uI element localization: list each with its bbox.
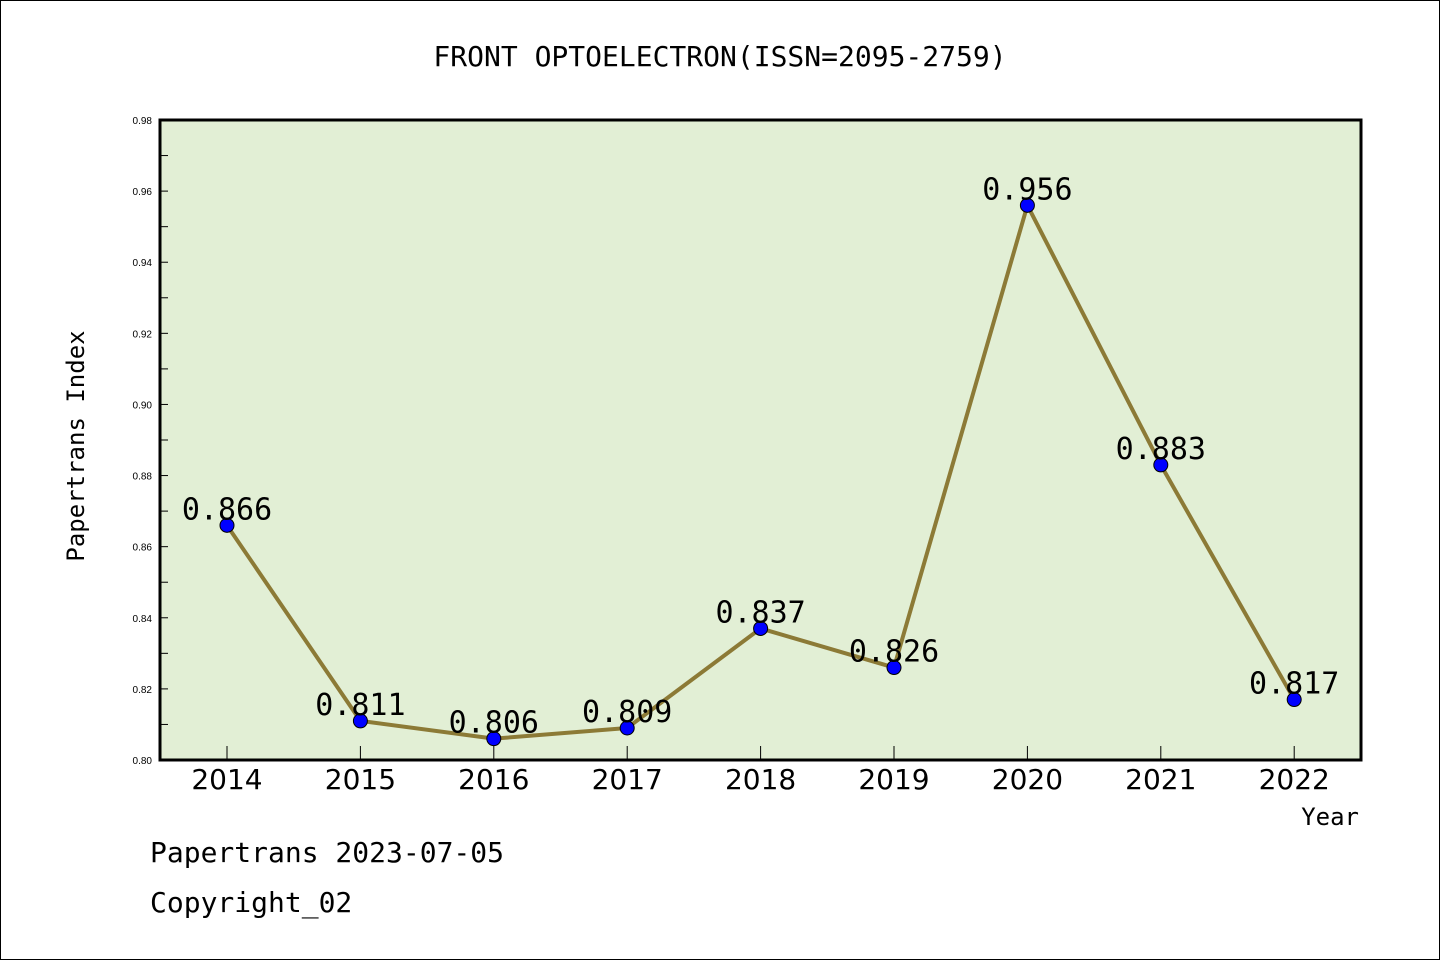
y-tick-label: 0.88	[133, 472, 153, 483]
data-label: 0.826	[849, 635, 939, 670]
footer-date: Papertrans 2023-07-05	[150, 836, 505, 869]
data-point	[1019, 197, 1035, 213]
chart-title: FRONT OPTOELECTRON(ISSN=2095-2759)	[433, 40, 1006, 73]
y-tick-label: 0.84	[133, 614, 153, 625]
x-axis-label: Year	[1301, 803, 1359, 831]
data-label: 0.956	[982, 172, 1072, 207]
y-tick-label: 0.82	[133, 685, 153, 696]
y-tick-label: 0.96	[133, 187, 153, 198]
data-point	[352, 713, 368, 729]
x-tick-label: 2019	[858, 763, 929, 796]
data-label: 0.817	[1249, 667, 1339, 702]
data-point	[619, 720, 635, 736]
y-tick-label: 0.92	[133, 329, 153, 340]
y-tick-label: 0.80	[133, 756, 153, 767]
footer-copyright: Copyright_02	[150, 886, 353, 919]
data-label: 0.809	[582, 695, 672, 730]
y-tick-label: 0.90	[133, 400, 153, 411]
data-point	[1286, 692, 1302, 708]
x-tick-label: 2021	[1125, 763, 1196, 796]
data-point	[753, 620, 769, 636]
data-label: 0.837	[715, 595, 805, 630]
data-point	[219, 517, 235, 533]
y-tick-label: 0.86	[133, 543, 153, 554]
data-point	[486, 731, 502, 747]
data-label: 0.806	[449, 706, 539, 741]
data-point	[886, 660, 902, 676]
x-tick-label: 2022	[1259, 763, 1330, 796]
x-tick-label: 2018	[725, 763, 796, 796]
data-label: 0.811	[315, 688, 405, 723]
x-tick-label: 2015	[325, 763, 396, 796]
x-tick-label: 2017	[592, 763, 663, 796]
series-markers	[219, 197, 1302, 747]
x-axis: 2014 2015 2016 2017 2018 2019 2020 2021 2022	[191, 746, 1330, 796]
y-axis: 0.80 0.82 0.84 0.86 0.88 0.90 0.92 0.94 0.96 0.98	[133, 116, 168, 767]
data-labels: 0.866 0.811 0.806 0.809 0.837 0.826 0.956 0.883…	[182, 172, 1340, 740]
data-point	[1153, 457, 1169, 473]
x-tick-label: 2020	[992, 763, 1063, 796]
y-tick-label: 0.98	[133, 116, 153, 127]
y-tick-label: 0.94	[133, 258, 153, 269]
x-tick-label: 2014	[191, 763, 262, 796]
x-tick-label: 2016	[458, 763, 529, 796]
data-label: 0.883	[1116, 432, 1206, 467]
y-axis-label: Papertrans Index	[62, 330, 90, 561]
data-label: 0.866	[182, 492, 272, 527]
plot-area	[158, 118, 1363, 762]
